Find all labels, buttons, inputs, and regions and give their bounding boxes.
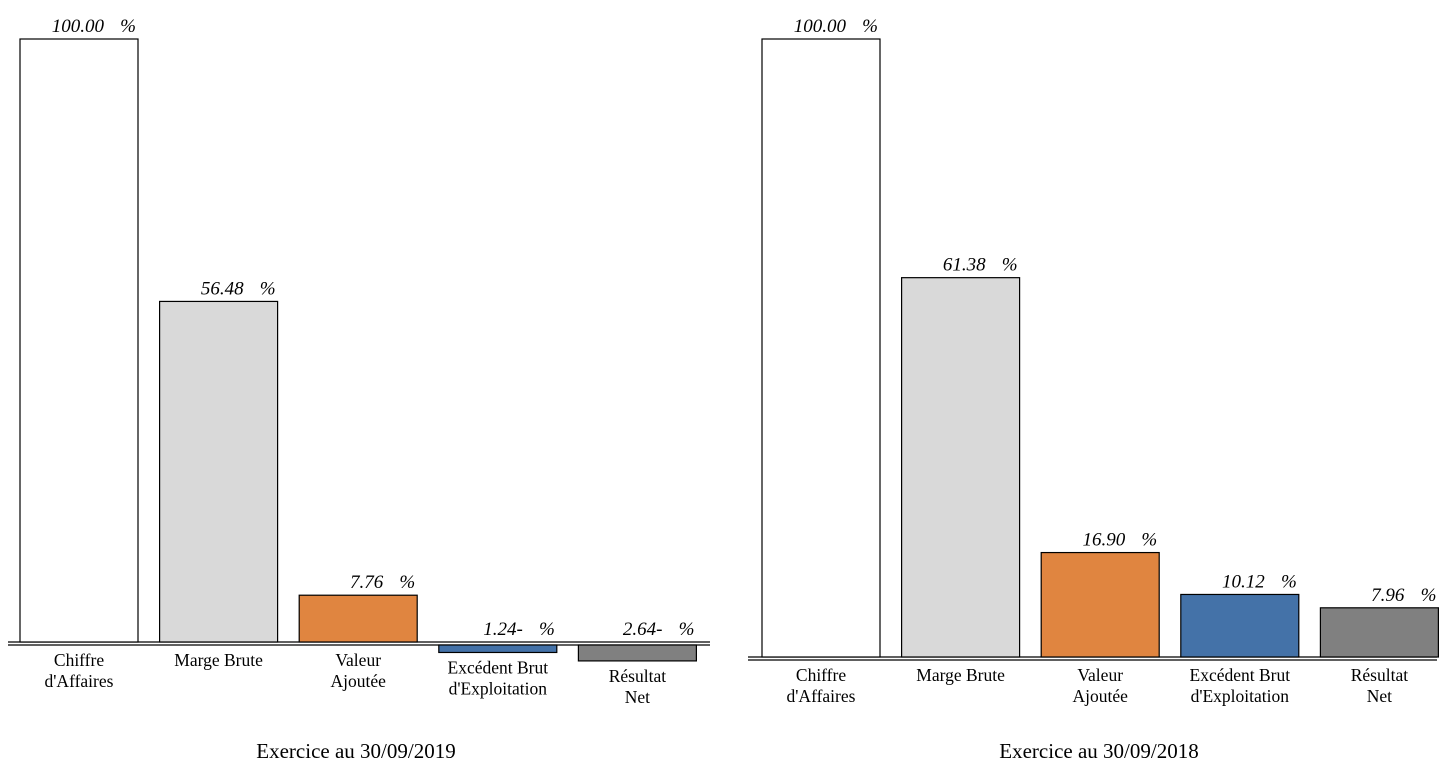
unit-label-0: % [120, 16, 136, 37]
unit-label-0: % [862, 16, 878, 37]
bar-chart-2018: 100.00 % Chiffre d'Affaires 61.38 % Marge Brut… [748, 16, 1440, 762]
value-label-0: 100.00 [794, 16, 847, 37]
value-label-0: 100.00 [52, 16, 105, 37]
value-label-4: 2.64- [623, 619, 663, 640]
category-label-0: Chiffre d'Affaires [787, 665, 856, 706]
bar-3 [438, 644, 558, 654]
category-label-4: Résultat Net [1351, 665, 1408, 706]
category-label-2: Valeur Ajoutée [330, 650, 386, 691]
chart-subtitle: Exercice au 30/09/2018 [999, 739, 1198, 762]
bar-4 [1319, 607, 1440, 658]
unit-label-1: % [260, 278, 276, 299]
unit-label-2: % [1141, 530, 1157, 551]
chart-subtitle: Exercice au 30/09/2019 [256, 739, 455, 762]
bar-2 [1040, 551, 1160, 658]
category-label-3: Excédent Brut d'Exploitation [448, 657, 549, 698]
category-label-0: Chiffre d'Affaires [45, 650, 114, 691]
bar-3 [1180, 593, 1300, 658]
value-label-4: 7.96 [1371, 585, 1405, 606]
value-label-1: 61.38 [943, 255, 986, 276]
category-label-4: Résultat Net [609, 666, 666, 707]
value-label-1: 56.48 [201, 278, 244, 299]
bar-0 [19, 38, 139, 643]
category-label-1: Marge Brute [174, 650, 263, 670]
unit-label-3: % [1281, 571, 1297, 592]
unit-label-2: % [399, 572, 415, 593]
category-label-3: Excédent Brut d'Exploitation [1190, 665, 1291, 706]
bar-4 [577, 644, 698, 662]
unit-label-4: % [679, 619, 695, 640]
bar-0 [761, 38, 881, 658]
bar-2 [298, 594, 418, 643]
value-label-2: 16.90 [1082, 530, 1125, 551]
unit-label-3: % [539, 619, 555, 640]
category-label-1: Marge Brute [916, 665, 1005, 685]
unit-label-4: % [1421, 585, 1437, 606]
bar-1 [901, 277, 1021, 658]
bar-1 [159, 300, 279, 643]
category-label-2: Valeur Ajoutée [1072, 665, 1128, 706]
value-label-2: 7.76 [350, 572, 384, 593]
value-label-3: 1.24- [483, 619, 523, 640]
value-label-3: 10.12 [1222, 571, 1265, 592]
unit-label-1: % [1002, 255, 1018, 276]
bar-chart-2019: 100.00 % Chiffre d'Affaires 56.48 % Marge Brut… [8, 16, 710, 762]
